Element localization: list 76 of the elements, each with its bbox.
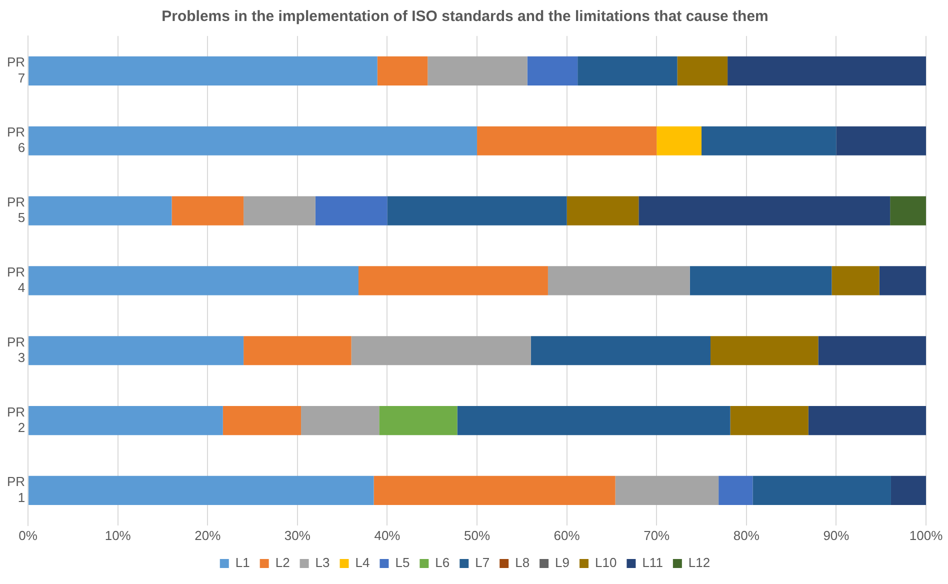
bar: [879, 266, 926, 296]
x-tick-label: 100%: [909, 528, 944, 543]
bar: [890, 196, 926, 226]
legend-label: L8: [515, 555, 530, 570]
bar: [315, 196, 388, 226]
bar: [832, 266, 880, 296]
x-tick-label: 10%: [104, 528, 132, 543]
bar: [836, 126, 926, 156]
x-tick-label: 20%: [194, 528, 222, 543]
bar: [818, 336, 926, 366]
bar: [301, 406, 380, 436]
y-tick-label: PR 1: [6, 474, 26, 505]
bar: [890, 476, 926, 505]
x-tick-label: 0%: [18, 528, 38, 543]
y-tick-label: PR 4: [6, 264, 26, 296]
bar: [28, 336, 244, 366]
legend-label: L3: [315, 555, 330, 570]
legend-label: L12: [688, 555, 710, 570]
bar: [578, 56, 678, 86]
legend-label: L4: [355, 555, 370, 570]
x-tick-label: 40%: [374, 528, 401, 543]
bar: [244, 336, 352, 366]
bar: [374, 476, 616, 505]
chart-title: Problems in the implementation of ISO standards and the limitations that cause them: [162, 8, 768, 26]
bar: [690, 266, 832, 296]
bar: [172, 196, 244, 226]
y-tick-label: PR 7: [6, 54, 26, 86]
bar: [28, 126, 478, 156]
x-tick-label: 60%: [554, 528, 580, 543]
legend-label: L9: [555, 555, 570, 570]
bar: [728, 56, 926, 86]
bar: [457, 406, 730, 436]
x-tick-label: 70%: [644, 528, 670, 543]
legend-label: L6: [435, 555, 450, 570]
bar: [752, 476, 891, 505]
bar: [358, 266, 548, 296]
y-tick-label: PR 3: [6, 334, 26, 365]
y-tick-label: PR 6: [6, 124, 26, 156]
bar: [428, 56, 528, 86]
bar: [638, 196, 890, 226]
y-tick-label: PR 2: [6, 404, 26, 435]
y-tick-label: PR 5: [6, 194, 26, 226]
legend-label: L2: [275, 555, 290, 570]
bar: [710, 336, 818, 366]
x-tick-label: 90%: [823, 528, 850, 543]
bar: [379, 406, 458, 436]
bar: [28, 56, 378, 86]
legend-label: L11: [642, 555, 663, 570]
legend-label: L5: [395, 555, 410, 570]
bar: [28, 476, 374, 505]
legend-label: L10: [595, 555, 617, 570]
x-tick-label: 80%: [733, 528, 760, 543]
bar: [351, 336, 531, 366]
bar: [28, 406, 223, 436]
bar: [377, 56, 428, 86]
bar: [387, 196, 567, 226]
bar: [656, 126, 702, 156]
bar: [530, 336, 710, 366]
bar: [730, 406, 808, 436]
bar: [677, 56, 728, 86]
bar: [615, 476, 719, 505]
bar: [566, 196, 639, 226]
bar: [244, 196, 316, 226]
x-tick-label: 30%: [284, 528, 311, 543]
bar: [28, 196, 172, 226]
bar: [477, 126, 657, 156]
bar: [222, 406, 302, 436]
legend-label: L1: [235, 555, 250, 570]
bar: [702, 126, 836, 156]
bar: [28, 266, 358, 296]
bar: [527, 56, 578, 86]
bar: [548, 266, 690, 296]
bar: [718, 476, 753, 505]
bar: [808, 406, 926, 436]
legend-label: L7: [475, 555, 490, 570]
x-tick-label: 50%: [464, 528, 490, 543]
